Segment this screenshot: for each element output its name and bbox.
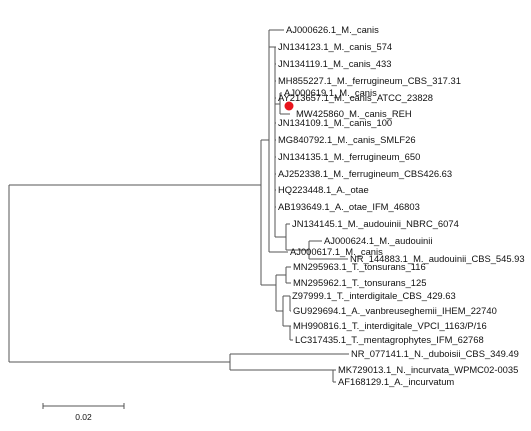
- leaf-label: JN134145.1_M._audouinii_NBRC_6074: [292, 218, 459, 229]
- leaf-label: AJ000617.1_M._canis: [290, 246, 383, 257]
- highlight-marker: [284, 101, 294, 111]
- leaf-label: NR_144883.1_M._audouinii_CBS_545.93: [350, 253, 525, 264]
- tree-branches: [8, 29, 349, 383]
- leaf-label: AJ000619.1_M._canis: [284, 87, 377, 98]
- leaf-label: JN134123.1_M._canis_574: [278, 41, 392, 52]
- leaf-label: AJ000624.1_M._audouinii: [324, 235, 432, 246]
- leaf-label: JN134135.1_M._ferrugineum_650: [278, 151, 420, 162]
- leaf-label: MH990816.1_T._interdigitale_VPCI_1163/P/…: [293, 320, 487, 331]
- leaf-labels: AJ000626.1_M._canis JN134123.1_M._canis_…: [278, 24, 525, 387]
- leaf-label: MK729013.1_N._incurvata_WPMC02-0035: [338, 364, 518, 375]
- leaf-label: AJ000626.1_M._canis: [286, 24, 379, 35]
- leaf-label: MH855227.1_M._ferrugineum_CBS_317.31: [278, 75, 461, 86]
- leaf-label: JN134119.1_M._canis_433: [278, 58, 391, 69]
- leaf-label: AJ252338.1_M._ferrugineum_CBS426.63: [278, 168, 452, 179]
- leaf-label: AF168129.1_A._incurvatum: [338, 376, 454, 387]
- leaf-label: MG840792.1_M._canis_SMLF26: [278, 134, 416, 145]
- leaf-label: MN295962.1_T._tonsurans_125: [293, 277, 426, 288]
- leaf-label: MW425860_M._canis_REH: [296, 108, 412, 119]
- scale-bar: 0.02: [42, 403, 125, 422]
- leaf-label: AB193649.1_A._otae_IFM_46803: [278, 201, 420, 212]
- leaf-label: JN134109.1_M._canis_100: [278, 117, 392, 128]
- leaf-label: MN295963.1_T._tonsurans_116: [293, 261, 426, 272]
- leaf-label: HQ223448.1_A._otae: [278, 184, 369, 195]
- scale-bar-label: 0.02: [75, 412, 92, 422]
- leaf-label: AY213657.1_M._canis_ATCC_23828: [278, 92, 433, 103]
- leaf-label: NR_077141.1_N._duboisii_CBS_349.49: [351, 348, 519, 359]
- leaf-label: LC317435.1_T._mentagrophytes_IFM_62768: [295, 334, 484, 345]
- leaf-label: Z97999.1_T._interdigitale_CBS_429.63: [292, 290, 456, 301]
- leaf-label: GU929694.1_A._vanbreuseghemii_IHEM_22740: [293, 305, 497, 316]
